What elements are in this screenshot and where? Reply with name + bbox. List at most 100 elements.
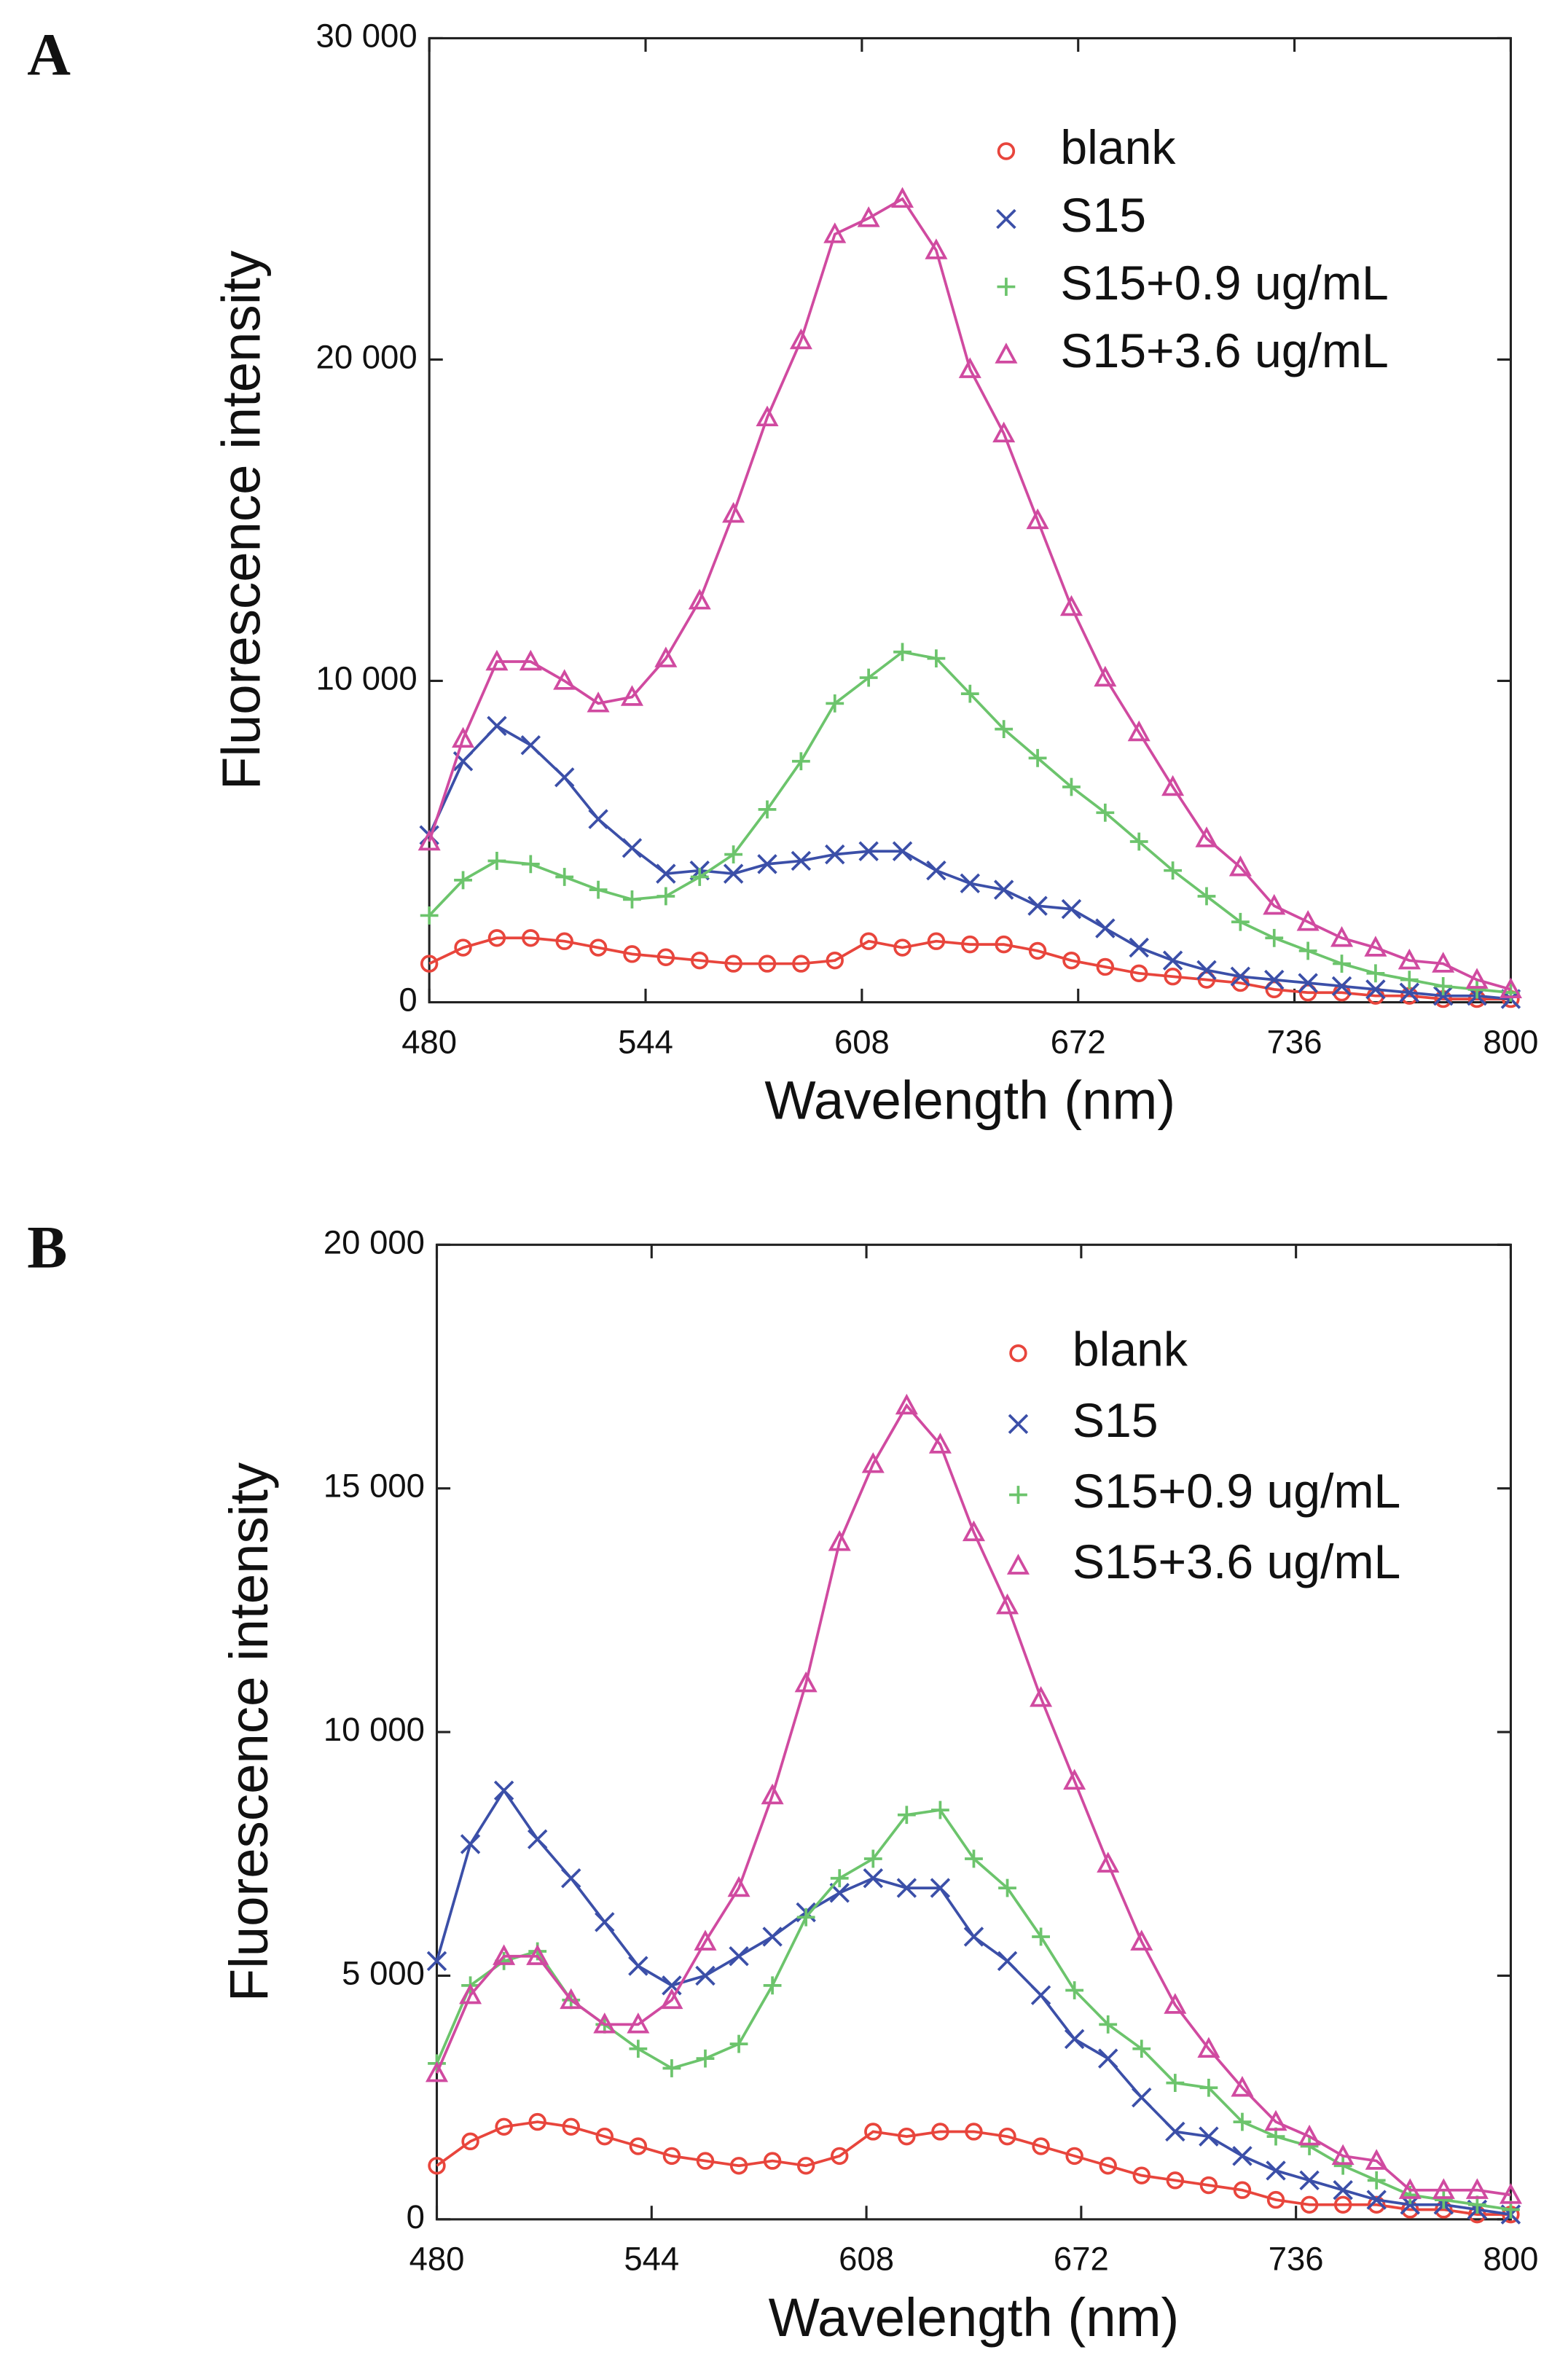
data-point — [893, 938, 912, 957]
data-point — [1197, 887, 1216, 906]
data-point — [1467, 980, 1486, 999]
data-point — [1365, 979, 1386, 1000]
series-line — [435, 1809, 1511, 2211]
data-point — [962, 1520, 986, 1542]
data-point — [1127, 720, 1150, 742]
data-point — [992, 421, 1016, 443]
data-point — [757, 854, 777, 874]
data-point — [1298, 984, 1317, 1002]
legend-marker — [997, 142, 1016, 160]
data-point — [863, 1868, 884, 1889]
data-point — [1499, 2183, 1522, 2204]
plot-frame — [435, 1243, 1512, 2221]
data-point — [527, 1829, 548, 1849]
data-point — [522, 929, 540, 947]
data-point — [1164, 968, 1182, 986]
data-point — [595, 1912, 615, 1932]
data-point — [864, 2123, 882, 2141]
data-point — [1028, 748, 1047, 767]
data-point — [1099, 2015, 1118, 2034]
data-point — [1365, 2149, 1388, 2170]
y-tick-label: 30 000 — [316, 17, 418, 54]
data-point — [997, 1951, 1018, 1972]
data-point — [927, 649, 946, 668]
x-tick-label: 672 — [1051, 1023, 1106, 1060]
data-point — [1298, 2124, 1321, 2146]
data-point — [418, 829, 441, 851]
data-point — [965, 2123, 983, 2141]
series-line — [435, 1403, 1511, 2197]
data-point — [622, 838, 643, 858]
data-point — [487, 929, 506, 947]
x-tick-label: 480 — [409, 2241, 465, 2278]
data-point — [495, 2117, 513, 2136]
legend-marker — [995, 342, 1018, 364]
data-point — [1130, 1929, 1153, 1951]
data-point — [1300, 2195, 1319, 2214]
data-point — [1065, 2147, 1083, 2166]
legend-marker — [1008, 1414, 1029, 1435]
data-point — [1232, 2146, 1253, 2166]
data-point — [1331, 976, 1352, 997]
data-point — [1432, 952, 1455, 973]
x-tick-label: 544 — [624, 2241, 679, 2278]
data-point — [560, 1988, 583, 2010]
data-point — [1199, 2176, 1218, 2195]
data-point — [826, 694, 844, 713]
data-point — [1032, 1927, 1050, 1946]
data-point — [893, 643, 912, 662]
panel-label: A — [27, 20, 71, 87]
data-point — [1063, 1768, 1086, 1790]
data-point — [589, 880, 608, 899]
data-point — [896, 1878, 917, 1898]
data-point — [1231, 912, 1250, 931]
x-tick-label: 544 — [618, 1023, 673, 1060]
data-point — [428, 2157, 446, 2175]
data-point — [828, 1529, 851, 1551]
data-point — [961, 935, 979, 954]
data-point — [696, 2152, 715, 2170]
data-point — [761, 1783, 784, 1805]
legend-label: S15+3.6 ug/mL — [1073, 1535, 1400, 1589]
data-point — [1164, 861, 1183, 880]
y-tick-label: 20 000 — [324, 1223, 425, 1261]
data-point — [1065, 1981, 1084, 1999]
legend-label: blank — [1060, 121, 1176, 175]
data-point — [789, 328, 812, 350]
data-point — [459, 1983, 482, 2005]
plot-frame — [428, 36, 1512, 1004]
data-point — [1030, 1685, 1053, 1707]
data-point — [1094, 665, 1117, 687]
x-tick-label: 800 — [1483, 1023, 1539, 1060]
data-point — [861, 1451, 885, 1473]
data-point — [520, 734, 541, 756]
data-point — [662, 2059, 681, 2077]
series-line — [428, 936, 1511, 1000]
data-point — [487, 716, 507, 736]
data-point — [792, 955, 810, 973]
data-point — [493, 1944, 516, 1965]
data-point — [1266, 2190, 1285, 2209]
data-point — [1263, 893, 1286, 915]
data-point — [589, 938, 608, 957]
data-point — [892, 841, 913, 861]
data-point — [493, 1780, 514, 1801]
data-point — [587, 691, 610, 713]
data-point — [763, 1976, 782, 1995]
series-line — [428, 724, 1511, 1000]
data-point — [1300, 2137, 1319, 2155]
data-point — [662, 2147, 681, 2166]
data-point — [763, 2152, 782, 2170]
data-point — [1333, 2156, 1352, 2175]
data-point — [1400, 971, 1419, 990]
series-line — [436, 2120, 1511, 2217]
data-point — [960, 684, 979, 703]
data-point — [1062, 777, 1081, 796]
data-point — [857, 206, 880, 227]
data-point — [1432, 2178, 1455, 2199]
data-point — [1298, 941, 1317, 960]
data-point — [897, 1806, 916, 1825]
y-axis-label: Fluorescence intensity — [219, 1462, 279, 2002]
data-point — [519, 649, 542, 671]
data-point — [825, 844, 845, 865]
